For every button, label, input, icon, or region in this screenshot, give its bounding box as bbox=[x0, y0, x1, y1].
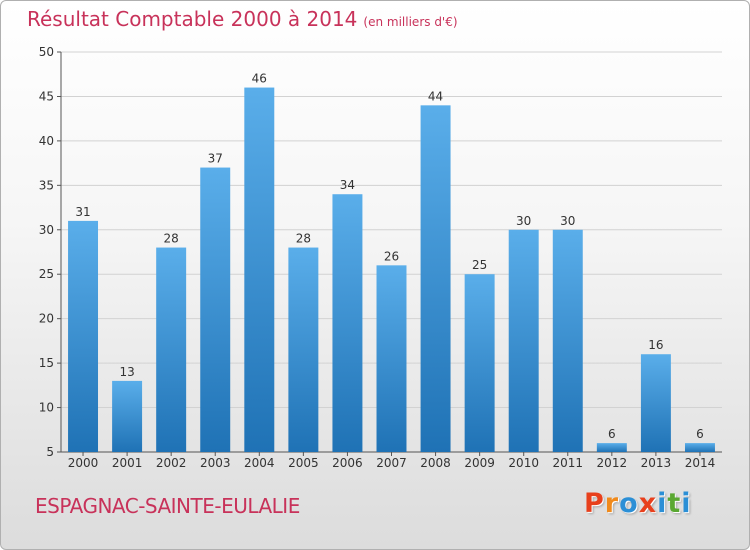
value-label-2011: 30 bbox=[560, 214, 575, 228]
x-tick-label-2014: 2014 bbox=[685, 456, 716, 470]
bar-2008 bbox=[420, 105, 451, 452]
value-label-2010: 30 bbox=[516, 214, 531, 228]
logo-letter: x bbox=[638, 488, 658, 519]
x-tick-label-2013: 2013 bbox=[641, 456, 672, 470]
bar-2000 bbox=[68, 220, 99, 452]
bar-2011 bbox=[552, 229, 583, 452]
proxiti-logo: Proxiti bbox=[584, 488, 692, 519]
bar-2003 bbox=[200, 167, 231, 453]
logo-letter: i bbox=[681, 488, 692, 519]
bar-2010 bbox=[508, 229, 539, 452]
x-tick-label-2001: 2001 bbox=[112, 456, 143, 470]
logo-letter: o bbox=[619, 488, 639, 519]
title-text: Résultat Comptable 2000 à 2014 bbox=[27, 7, 358, 31]
value-label-2003: 37 bbox=[208, 152, 223, 166]
bar-2009 bbox=[464, 274, 495, 452]
y-tick-label: 45 bbox=[39, 89, 54, 103]
x-tick-label-2006: 2006 bbox=[332, 456, 363, 470]
value-label-2007: 26 bbox=[384, 249, 399, 263]
y-tick-label: 15 bbox=[39, 356, 54, 370]
value-label-2006: 34 bbox=[340, 178, 355, 192]
unit-label: (en milliers d'€) bbox=[363, 15, 458, 29]
bar-2007 bbox=[376, 265, 407, 452]
value-label-2012: 6 bbox=[608, 427, 616, 441]
bar-2002 bbox=[156, 247, 187, 452]
logo-letter: t bbox=[667, 488, 682, 519]
bar-2013 bbox=[640, 354, 671, 452]
y-tick-label: 30 bbox=[39, 223, 54, 237]
y-tick-label: 50 bbox=[39, 45, 54, 59]
logo-letter: P bbox=[584, 488, 605, 519]
x-tick-label-2000: 2000 bbox=[68, 456, 99, 470]
bar-2005 bbox=[288, 247, 319, 452]
value-label-2000: 31 bbox=[75, 205, 90, 219]
x-tick-label-2002: 2002 bbox=[156, 456, 187, 470]
value-label-2004: 46 bbox=[252, 72, 267, 86]
value-label-2009: 25 bbox=[472, 258, 487, 272]
logo-letter: r bbox=[604, 488, 620, 519]
y-tick-label: 20 bbox=[39, 312, 54, 326]
bar-2001 bbox=[112, 380, 143, 452]
x-tick-label-2011: 2011 bbox=[552, 456, 583, 470]
value-label-2001: 13 bbox=[119, 365, 134, 379]
x-tick-label-2004: 2004 bbox=[244, 456, 275, 470]
value-label-2008: 44 bbox=[428, 89, 443, 103]
x-tick-label-2010: 2010 bbox=[508, 456, 539, 470]
bar-2012 bbox=[596, 443, 627, 452]
bar-2006 bbox=[332, 194, 363, 452]
x-tick-label-2008: 2008 bbox=[420, 456, 451, 470]
y-tick-label: 40 bbox=[39, 134, 54, 148]
y-tick-label: 10 bbox=[39, 401, 54, 415]
x-tick-label-2003: 2003 bbox=[200, 456, 231, 470]
bars: 31 13 28 37 46 28 34 26 44 25 30 30 6 16 6 bbox=[68, 72, 715, 453]
x-tick-label-2012: 2012 bbox=[597, 456, 628, 470]
value-label-2005: 28 bbox=[296, 232, 311, 246]
value-label-2002: 28 bbox=[164, 232, 179, 246]
x-tick-label-2009: 2009 bbox=[464, 456, 495, 470]
value-label-2014: 6 bbox=[696, 427, 704, 441]
y-tick-label: 5 bbox=[46, 445, 54, 459]
x-tick-label-2005: 2005 bbox=[288, 456, 319, 470]
bar-2004 bbox=[244, 87, 275, 453]
y-tick-label: 25 bbox=[39, 267, 54, 281]
logo-letter: i bbox=[657, 488, 668, 519]
y-tick-label: 35 bbox=[39, 178, 54, 192]
chart-title: Résultat Comptable 2000 à 2014 (en millie… bbox=[27, 7, 458, 31]
value-label-2013: 16 bbox=[648, 338, 663, 352]
commune-name: ESPAGNAC-SAINTE-EULALIE bbox=[35, 494, 300, 518]
x-tick-label-2007: 2007 bbox=[376, 456, 407, 470]
bar-2014 bbox=[684, 443, 715, 452]
